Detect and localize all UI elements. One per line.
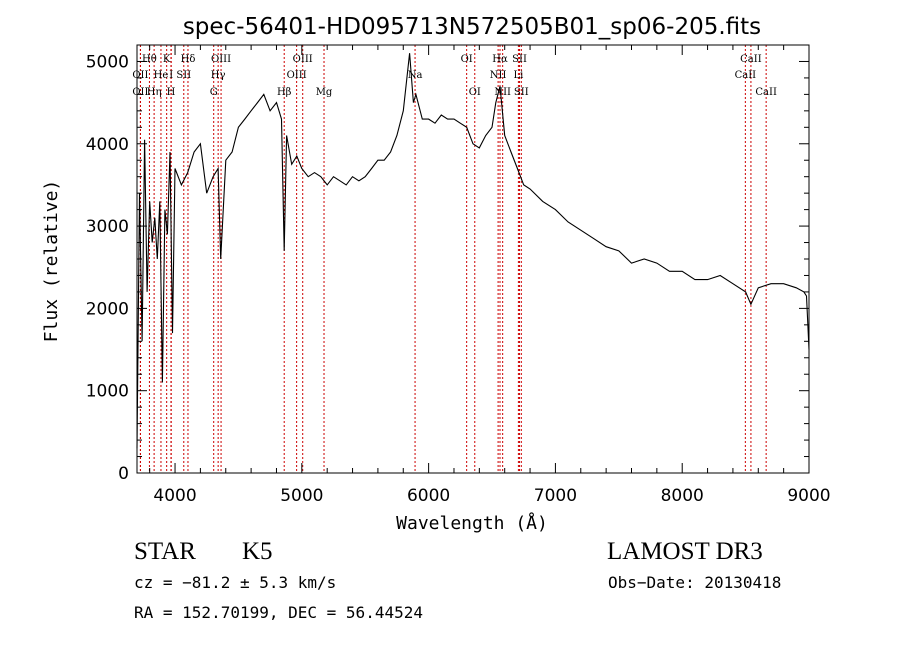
y-tick-label: 5000 xyxy=(86,52,129,72)
spectral-line-label: CaII xyxy=(735,70,757,81)
x-tick-label: 9000 xyxy=(787,486,830,506)
spectral-line-label: Mg xyxy=(316,87,333,98)
spectral-line-label: I xyxy=(169,70,173,81)
spectral-line-label: Hθ xyxy=(142,54,157,65)
observation-date: Obs−Date: 20130418 xyxy=(608,573,782,592)
x-tick-label: 8000 xyxy=(661,486,704,506)
spectral-line-label: Hβ xyxy=(277,87,292,98)
spectral-line-label: SII xyxy=(176,70,191,81)
ra-dec: RA = 152.70199, DEC = 56.44524 xyxy=(134,603,423,622)
spectral-line-label: CaII xyxy=(755,87,777,98)
y-tick-label: 0 xyxy=(118,464,129,484)
y-tick-label: 2000 xyxy=(86,299,129,319)
spectral-line-label: Hδ xyxy=(181,54,196,65)
spectral-line-label: OII xyxy=(132,70,148,81)
x-tick-label: 5000 xyxy=(280,486,323,506)
redshift-cz: cz = −81.2 ± 5.3 km/s xyxy=(134,573,337,592)
object-class: STAR xyxy=(134,538,196,565)
spectral-line-label: Na xyxy=(408,70,423,81)
y-axis: 0 1000 2000 3000 4000 5000 xyxy=(86,44,809,484)
spectral-line-label: H xyxy=(167,87,176,98)
spectral-line-label: NII xyxy=(494,87,511,98)
spectral-line-label: K xyxy=(163,54,171,65)
spectral-line-label: OII xyxy=(132,87,148,98)
x-tick-label: 4000 xyxy=(153,486,196,506)
spectrum-line xyxy=(136,53,810,449)
spectral-line-label: SII xyxy=(514,87,529,98)
x-tick-label: 7000 xyxy=(534,486,577,506)
x-tick-label: 6000 xyxy=(407,486,450,506)
x-axis: 4000 5000 6000 7000 8000 9000 xyxy=(149,45,831,506)
spectral-line-label: OIII xyxy=(287,70,307,81)
spectral-line-label: He xyxy=(154,70,169,81)
spectral-line-markers xyxy=(139,45,767,473)
spectral-line-label: OI xyxy=(461,54,473,65)
y-axis-label: Flux (relative) xyxy=(41,180,62,343)
object-subclass: K5 xyxy=(242,538,273,565)
spectral-line-label: Hγ xyxy=(211,70,226,81)
chart-title: spec-56401-HD095713N572505B01_sp06-205.f… xyxy=(183,14,761,40)
spectral-line-label: Hη xyxy=(147,87,162,98)
spectral-line-label: G xyxy=(210,87,218,98)
y-tick-label: 1000 xyxy=(86,382,129,402)
spectral-line-label: OIII xyxy=(293,54,313,65)
survey-name: LAMOST DR3 xyxy=(607,538,763,565)
y-tick-label: 3000 xyxy=(86,217,129,237)
spectral-line-label: NII xyxy=(490,70,507,81)
spectral-line-label: OI xyxy=(469,87,481,98)
y-tick-label: 4000 xyxy=(86,135,129,155)
spectral-line-label: CaII xyxy=(740,54,762,65)
spectral-line-label: OIII xyxy=(211,54,231,65)
spectral-line-label: Li xyxy=(513,70,523,81)
spectral-line-label: Hα xyxy=(492,54,508,65)
plot-frame xyxy=(136,44,810,474)
x-axis-label: Wavelength (Å) xyxy=(396,512,548,534)
spectral-line-label: SII xyxy=(512,54,527,65)
